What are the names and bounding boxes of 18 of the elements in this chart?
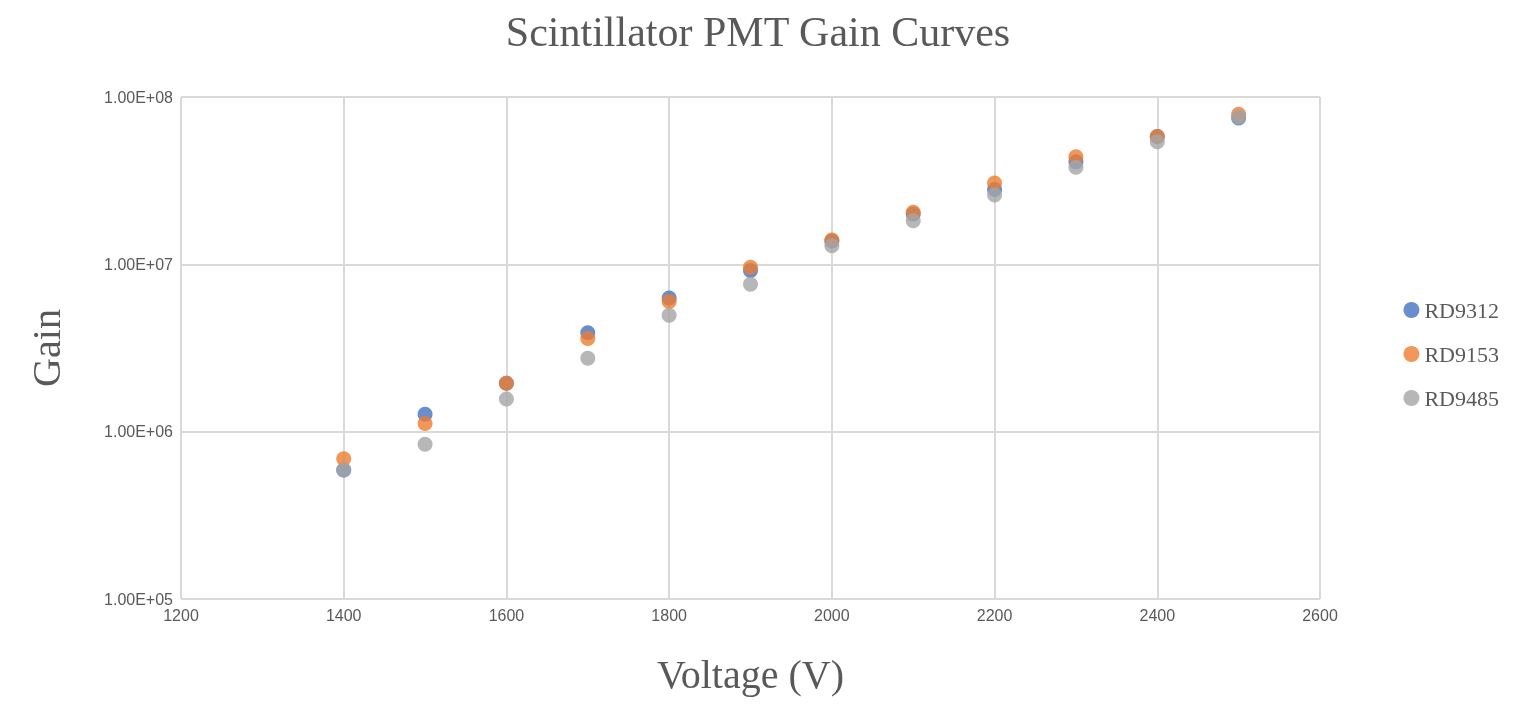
x-axis-title: Voltage (V) (657, 651, 844, 697)
y-tick-label: 1.00E+05 (104, 590, 174, 608)
legend-label: RD9312 (1424, 297, 1499, 323)
x-tick-label: 1600 (488, 606, 525, 624)
y-tick-label: 1.00E+08 (104, 88, 174, 106)
legend-label: RD9153 (1424, 341, 1499, 367)
x-tick-label: 1400 (325, 606, 362, 624)
x-tick-label: 2400 (1139, 606, 1176, 624)
y-tick-label: 1.00E+06 (104, 423, 174, 441)
x-tick-label: 1800 (651, 606, 688, 624)
x-tick-label: 2600 (1302, 606, 1338, 624)
legend-label: RD9485 (1424, 385, 1499, 411)
y-axis-title: Gain (23, 309, 69, 387)
x-tick-label: 2000 (814, 606, 850, 624)
chart-title: Scintillator PMT Gain Curves (505, 9, 1011, 55)
x-tick-label: 2200 (976, 606, 1013, 624)
y-tick-label: 1.00E+07 (104, 255, 174, 273)
x-tick-label: 1200 (163, 606, 199, 624)
